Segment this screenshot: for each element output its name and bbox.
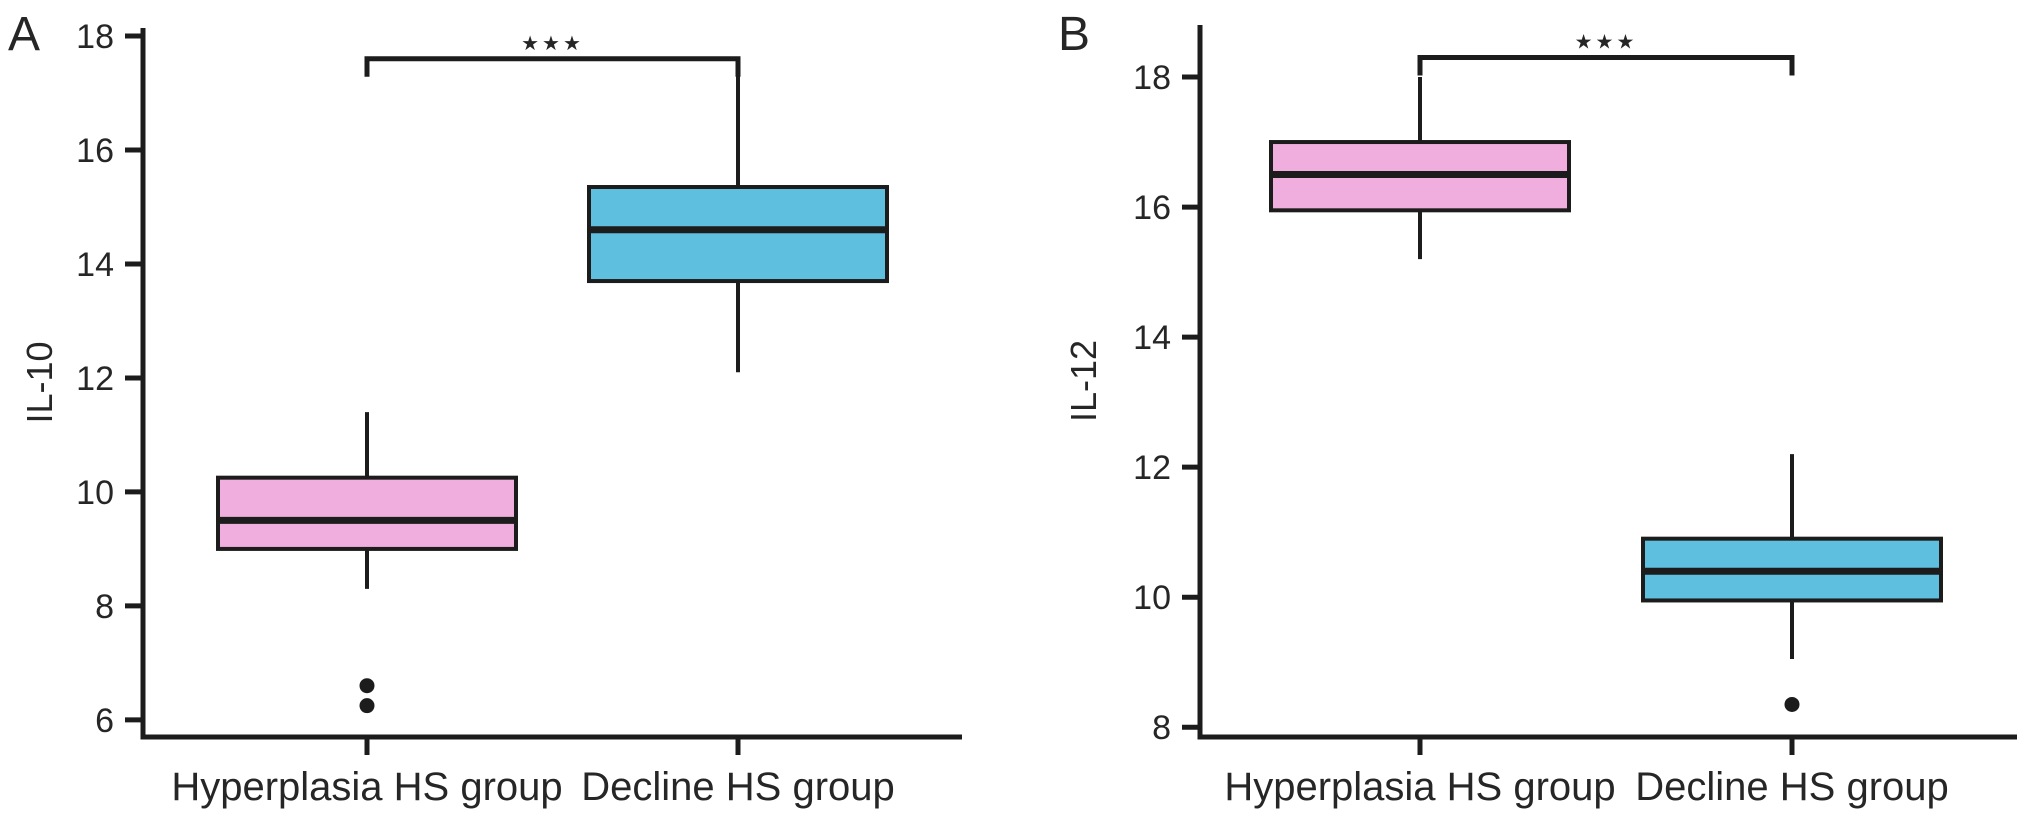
significance-bracket [364, 56, 741, 77]
y-tick-label: 6 [95, 702, 114, 740]
y-tick-label: 10 [76, 474, 114, 512]
panel-letter: A [8, 8, 40, 61]
y-tick-label: 12 [1133, 449, 1171, 487]
outlier-dot [359, 678, 375, 694]
significance-stars: ★★★ [1575, 32, 1638, 54]
box-rect [587, 185, 889, 284]
y-tick-label: 8 [1152, 709, 1171, 747]
y-tick-label: 12 [76, 360, 114, 398]
y-tick-label: 14 [1133, 319, 1171, 357]
y-tick-label: 18 [76, 18, 114, 56]
y-tick-label: 16 [76, 132, 114, 170]
outlier-dot [1784, 696, 1800, 712]
panel-B-il12-boxplot: B 8 10 12 14 16 18 IL-12 Hyperplasia HS group Dec… [1058, 8, 2017, 809]
y-tick-label: 8 [95, 588, 114, 626]
y-tick-label: 18 [1133, 59, 1171, 97]
y-axis-label: IL-12 [1063, 340, 1104, 422]
x-tick-label: Decline HS group [1635, 765, 1949, 809]
significance-bracket [1417, 55, 1795, 76]
panel-letter: B [1058, 8, 1090, 61]
x-tick-label: Hyperplasia HS group [171, 765, 562, 809]
axes-spine [1197, 25, 2017, 740]
x-tick-label: Hyperplasia HS group [1224, 765, 1615, 809]
y-tick-label: 10 [1133, 579, 1171, 617]
axes-spine [140, 28, 962, 740]
y-axis-label: IL-10 [19, 341, 60, 423]
box-rect [216, 475, 518, 551]
significance-stars: ★★★ [521, 33, 584, 55]
outlier-dot [359, 698, 375, 714]
y-tick-label: 16 [1133, 189, 1171, 227]
panel-A-il10-boxplot: A 6 8 10 12 14 16 18 IL-10 Hyperplasia HS group De… [8, 8, 962, 809]
y-tick-label: 14 [76, 246, 114, 284]
x-tick-label: Decline HS group [581, 765, 895, 809]
